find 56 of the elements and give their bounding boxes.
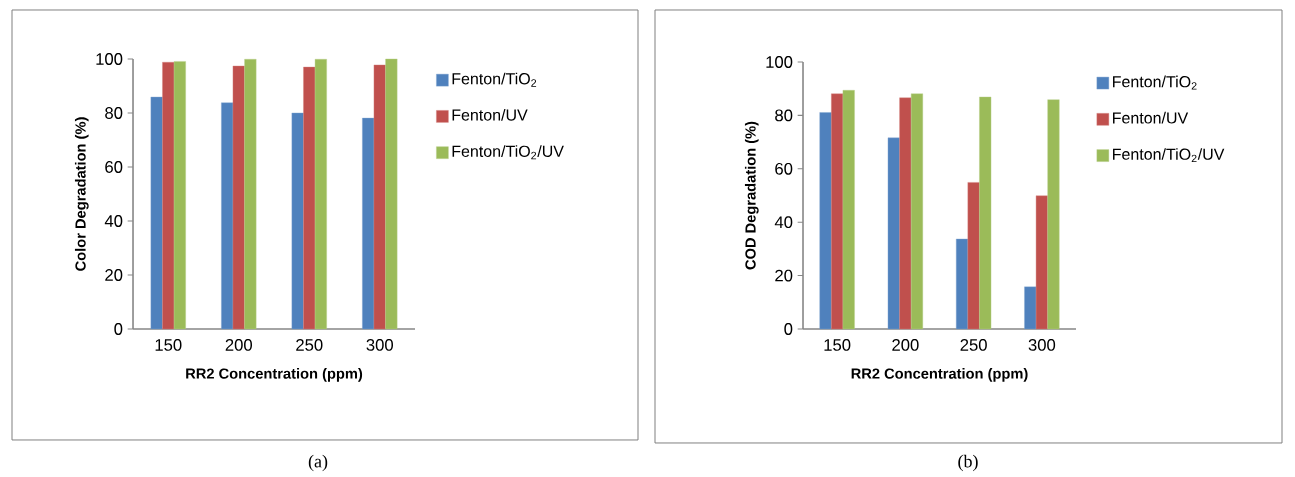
- bar: [303, 66, 316, 330]
- y-tick-label: 60: [105, 161, 123, 173]
- bar: [1024, 286, 1037, 330]
- y-axis-title: COD Degradation (%): [744, 121, 759, 270]
- legend-label: Fenton/TiO$_{2}$/UV: [452, 145, 564, 160]
- legend-label: Fenton/TiO$_{2}$/UV: [1113, 148, 1225, 163]
- bar: [314, 59, 327, 330]
- bar: [831, 93, 844, 330]
- bar: [887, 137, 900, 330]
- legend-label: Fenton/UV: [1113, 111, 1189, 124]
- bar: [1035, 195, 1048, 330]
- x-tick-label: 250: [296, 339, 323, 351]
- bar: [956, 238, 969, 330]
- y-tick-label: 80: [105, 107, 123, 119]
- x-axis-title: RR2 Concentration (ppm): [186, 367, 363, 382]
- legend-label: Fenton/UV: [452, 108, 528, 121]
- x-tick-label: 200: [225, 339, 253, 351]
- bar: [373, 64, 386, 330]
- bar: [842, 90, 855, 330]
- text: (b): [958, 454, 978, 472]
- y-tick-label: 100: [96, 53, 123, 65]
- x-axis-title: RR2 Concentration (ppm): [851, 367, 1028, 382]
- x-tick-label: 300: [366, 339, 394, 351]
- bar: [232, 65, 245, 330]
- x-tick-label: 200: [892, 339, 919, 351]
- bar: [385, 58, 398, 330]
- legend-label: Fenton/TiO$_{2}$: [1113, 75, 1197, 90]
- bar: [173, 61, 186, 330]
- x-tick-label: 300: [1028, 339, 1056, 351]
- bar: [899, 97, 912, 330]
- bar: [967, 182, 980, 330]
- x-tick-label: 150: [155, 339, 182, 351]
- bar: [362, 117, 375, 330]
- bar: [979, 96, 992, 330]
- bar: [1047, 99, 1060, 330]
- x-tick-label: 250: [960, 339, 987, 351]
- y-axis-title: Color Degradation (%): [74, 117, 89, 271]
- y-tick-label: 0: [114, 323, 123, 335]
- y-tick-label: 80: [775, 109, 793, 122]
- bar: [910, 93, 923, 330]
- text: (a): [308, 454, 328, 472]
- y-tick-label: 20: [775, 269, 793, 282]
- bar: [221, 102, 234, 330]
- y-tick-label: 40: [104, 215, 123, 227]
- bar: [244, 59, 257, 330]
- y-tick-label: 20: [105, 269, 123, 281]
- bar: [291, 112, 304, 330]
- y-tick-label: 40: [774, 216, 793, 229]
- y-tick-label: 100: [766, 56, 793, 68]
- y-tick-label: 60: [775, 162, 793, 175]
- bar: [150, 96, 163, 330]
- y-tick-label: 0: [784, 323, 793, 335]
- x-tick-label: 150: [824, 339, 851, 351]
- bar: [819, 112, 832, 330]
- bar: [162, 62, 175, 330]
- legend-label: Fenton/TiO$_{2}$: [452, 72, 537, 87]
